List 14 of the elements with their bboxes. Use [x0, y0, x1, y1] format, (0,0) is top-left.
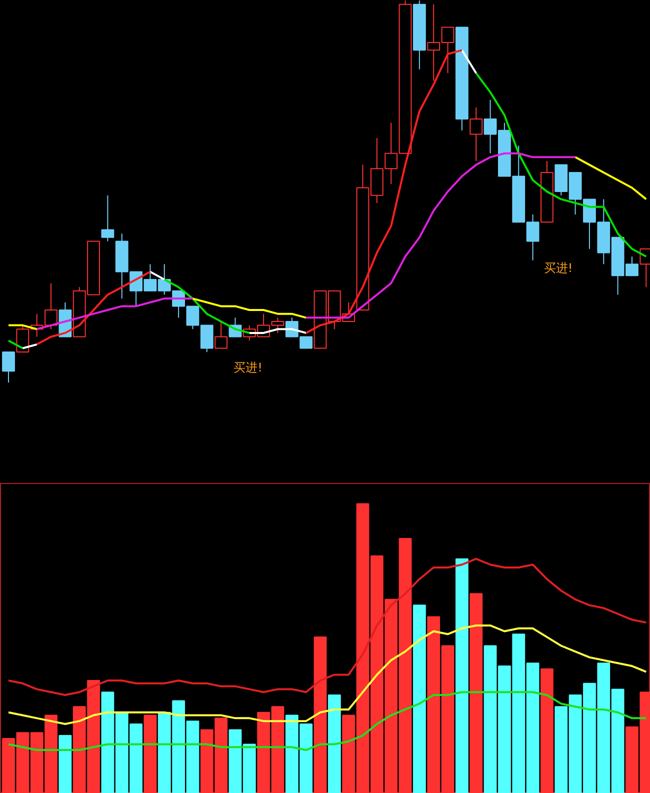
annotation: 买进! [544, 260, 573, 275]
bar [470, 593, 483, 793]
bar [328, 694, 341, 793]
bar [314, 636, 327, 793]
candlestick [214, 320, 228, 349]
bar [455, 558, 468, 793]
bar [144, 714, 157, 793]
candlestick [101, 194, 114, 242]
bar [412, 604, 426, 793]
candlestick [2, 352, 15, 384]
bar [540, 668, 554, 793]
candlestick [470, 106, 483, 162]
annotation: 买进! [234, 360, 262, 374]
bar [58, 735, 72, 793]
